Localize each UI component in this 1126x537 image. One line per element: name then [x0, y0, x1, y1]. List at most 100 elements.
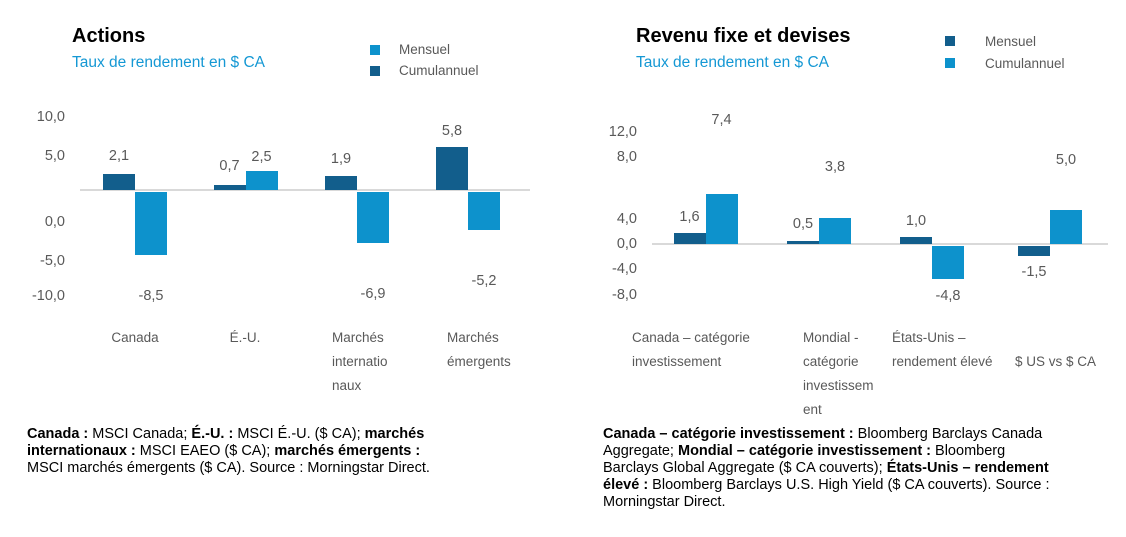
bar-value-label: -5,2	[471, 273, 497, 289]
category-label: Mondial -	[803, 330, 859, 345]
footnote-line: MSCI marchés émergents ($ CA). Source : …	[27, 460, 430, 477]
chart-subtitle: Taux de rendement en $ CA	[636, 54, 830, 71]
category-label: $ US vs $ CA	[1015, 354, 1097, 369]
legend-swatch-icon	[370, 65, 380, 76]
bar-value-label: 3,8	[824, 159, 846, 175]
y-axis-tick-label: -8,0	[612, 287, 637, 303]
legend-label: Mensuel	[985, 33, 1037, 49]
footnote-line: internationaux : MSCI EAEO ($ CA); march…	[27, 443, 430, 460]
footnote-term: Canada :	[27, 426, 89, 442]
chart-legend: Mensuel Cumulannuel	[945, 30, 1065, 74]
bar-mensuel	[468, 192, 500, 230]
bar-value-label: 5,8	[441, 123, 463, 139]
bar-value-label: 1,6	[679, 209, 700, 225]
category-label: Canada – catégorie	[632, 330, 750, 345]
footnote-text: Morningstar Direct.	[603, 494, 726, 510]
category-label: émergents	[447, 354, 511, 369]
footnote-text: Bloomberg Barclays U.S. High Yield ($ CA…	[648, 477, 1050, 493]
legend-item-cumulannuel: Cumulannuel	[370, 60, 479, 81]
category-label: ent	[803, 402, 822, 417]
category-label: naux	[332, 378, 362, 393]
bar-cumulannuel	[932, 246, 964, 279]
legend-swatch-icon	[945, 36, 955, 46]
category-label: rendement élevé	[892, 354, 993, 369]
footnote-term: Mondial – catégorie investissement :	[677, 443, 932, 459]
footnote-text: MSCI marchés émergents ($ CA). Source : …	[27, 460, 430, 476]
x-axis-baseline	[652, 243, 1108, 245]
bar-mensuel	[673, 233, 706, 244]
bar-value-label: 1,9	[330, 151, 352, 167]
chart-legend: Mensuel Cumulannuel	[370, 39, 479, 81]
chart-title: Actions	[72, 25, 146, 47]
bar-cumulannuel	[103, 174, 135, 190]
footnote-text: Bloomberg	[931, 443, 1006, 459]
bar-value-label: 7,4	[711, 112, 732, 128]
legend-label: Cumulannuel	[399, 63, 479, 78]
footnote-term: États-Unis – rendement	[886, 460, 1049, 476]
bar-value-label: -8,5	[138, 288, 164, 304]
footnote-text: Barclays Global Aggregate ($ CA couverts…	[603, 460, 887, 476]
bar-value-label: 0,7	[219, 158, 240, 174]
bar-mensuel	[1018, 246, 1050, 256]
footnote-text: MSCI Canada;	[88, 426, 192, 442]
y-axis-tick-label: 0,0	[44, 214, 65, 230]
legend-swatch-icon	[370, 44, 380, 55]
y-axis-tick-label: 4,0	[616, 211, 637, 227]
bar-cumulannuel	[819, 218, 851, 244]
footnote-line: Barclays Global Aggregate ($ CA couverts…	[603, 460, 1050, 477]
bar-value-label: 2,5	[251, 149, 272, 165]
category-label: catégorie	[803, 354, 859, 369]
legend-item-mensuel: Mensuel	[945, 30, 1065, 52]
bar-value-label: 1,0	[905, 213, 927, 229]
chart-subtitle: Taux de rendement en $ CA	[72, 54, 266, 71]
footnote-term: marchés émergents :	[274, 443, 421, 459]
bar-value-label: -1,5	[1021, 264, 1047, 280]
footnote-term: marchés	[364, 426, 425, 442]
footnote-text: Bloomberg Barclays Canada	[853, 426, 1043, 442]
category-label: É.-U.	[229, 330, 261, 345]
footnote-term: Canada – catégorie investissement :	[603, 426, 854, 442]
y-axis-tick-label: 8,0	[616, 149, 637, 165]
y-axis-tick-label: 0,0	[616, 236, 637, 252]
footnote-line: Canada – catégorie investissement : Bloo…	[603, 426, 1050, 443]
legend-item-cumulannuel: Cumulannuel	[945, 52, 1065, 74]
category-label: États-Unis –	[892, 330, 966, 345]
category-label: investissem	[803, 378, 874, 393]
footnote-term: É.-U. :	[191, 426, 234, 442]
y-axis-tick-label: 10,0	[36, 109, 65, 125]
legend-swatch-icon	[945, 58, 955, 68]
y-axis-tick-label: 5,0	[44, 148, 65, 164]
category-label: investissement	[632, 354, 722, 369]
category-label: Canada	[111, 330, 159, 345]
x-axis-baseline	[80, 189, 530, 191]
footnote-text: Aggregate;	[603, 443, 678, 459]
chart-title: Revenu fixe et devises	[636, 25, 851, 47]
bar-value-label: 2,1	[108, 148, 130, 164]
bar-cumulannuel	[436, 147, 468, 190]
bar-value-label: 5,0	[1055, 152, 1077, 168]
bar-cumulannuel	[1050, 210, 1082, 244]
bar-mensuel	[900, 237, 932, 244]
footnote-term: internationaux :	[27, 443, 136, 459]
legend-label: Mensuel	[399, 42, 451, 57]
actions-footnote: Canada : MSCI Canada; É.-U. : MSCI É.-U.…	[27, 426, 430, 477]
bar-value-label: -4,8	[935, 288, 961, 304]
bar-value-label: 0,5	[792, 216, 814, 232]
footnote-line: Aggregate; Mondial – catégorie investiss…	[603, 443, 1050, 460]
y-axis-tick-label: -10,0	[31, 288, 65, 304]
footnote-text: MSCI EAEO ($ CA);	[135, 443, 275, 459]
bar-mensuel	[787, 241, 819, 244]
category-label: Marchés	[332, 330, 384, 345]
footnote-line: élevé : Bloomberg Barclays U.S. High Yie…	[603, 477, 1050, 494]
footnote-term: élevé :	[603, 477, 649, 493]
y-axis-tick-label: 12,0	[608, 124, 637, 140]
y-axis-tick-label: -4,0	[612, 261, 637, 277]
bar-cumulannuel	[213, 185, 246, 190]
bar-value-label: -6,9	[360, 286, 386, 302]
footnote-line: Morningstar Direct.	[603, 494, 1050, 511]
fixed-income-footnote: Canada – catégorie investissement : Bloo…	[603, 426, 1050, 511]
bar-mensuel	[135, 192, 167, 255]
